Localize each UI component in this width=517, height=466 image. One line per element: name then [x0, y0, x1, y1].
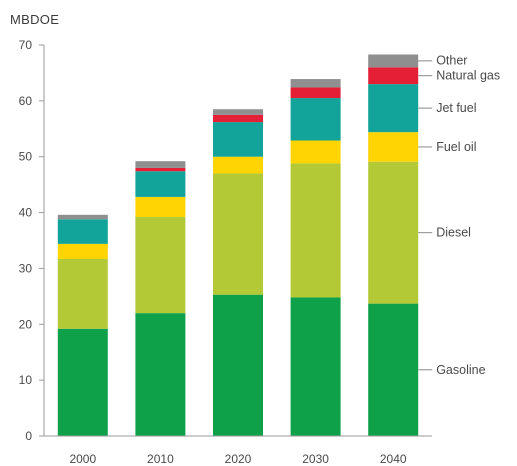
bar-segment-other	[135, 161, 186, 168]
x-tick-label: 2020	[225, 452, 252, 466]
legend-label: Natural gas	[436, 69, 500, 83]
x-tick-label: 2000	[69, 452, 96, 466]
bar-segment-jet-fuel	[368, 84, 419, 133]
bar-segment-fuel-oil	[290, 140, 341, 164]
bar-stack	[213, 109, 263, 436]
y-tick-label: 10	[19, 373, 33, 387]
y-axis: 0 10 20 30 40 50 60 70	[19, 38, 45, 443]
bar-segment-gasoline	[368, 303, 419, 436]
legend-item-fuel-oil: Fuel oil	[418, 140, 476, 154]
x-tick-label: 2040	[380, 452, 407, 466]
legend-item-gasoline: Gasoline	[418, 363, 486, 377]
y-tick-label: 70	[19, 38, 33, 52]
x-axis: 2000 2010 2020 2030 2040	[44, 435, 432, 466]
bar-stack	[290, 79, 341, 436]
bar-segment-fuel-oil	[213, 156, 263, 174]
bar-segment-fuel-oil	[135, 196, 186, 218]
y-axis-title: MBDOE	[10, 12, 59, 27]
bar-segment-fuel-oil	[57, 243, 108, 259]
bar-segment-gasoline	[290, 297, 341, 436]
legend: Gasoline Diesel Fuel oil Jet fuel Natural ga…	[418, 54, 500, 377]
legend-label: Diesel	[436, 226, 471, 240]
bars-group	[57, 54, 419, 436]
bar-stack	[57, 214, 108, 436]
bar-segment-gasoline	[213, 294, 263, 436]
y-tick-label: 40	[19, 206, 33, 220]
legend-label: Gasoline	[436, 363, 485, 377]
legend-label: Other	[436, 54, 467, 68]
y-tick-label: 30	[19, 261, 33, 275]
x-tick-label: 2010	[147, 452, 174, 466]
bar-segment-other	[213, 109, 263, 115]
bar-segment-diesel	[57, 258, 108, 329]
legend-label: Fuel oil	[436, 140, 476, 154]
legend-item-other: Other	[418, 54, 467, 68]
bar-segment-other	[368, 54, 419, 68]
bar-segment-other	[290, 79, 341, 88]
bar-segment-jet-fuel	[57, 219, 108, 244]
bar-segment-natural-gas	[135, 167, 186, 172]
y-tick-label: 50	[19, 150, 33, 164]
bar-segment-diesel	[368, 161, 419, 304]
bar-segment-diesel	[213, 173, 263, 295]
bar-segment-jet-fuel	[290, 98, 341, 141]
legend-item-jet-fuel: Jet fuel	[418, 101, 477, 115]
y-tick-label: 20	[19, 317, 33, 331]
bar-segment-jet-fuel	[213, 122, 263, 157]
bar-segment-diesel	[290, 163, 341, 298]
legend-item-natural-gas: Natural gas	[418, 69, 500, 83]
bar-segment-gasoline	[57, 328, 108, 436]
bar-segment-natural-gas	[213, 114, 263, 123]
bar-segment-diesel	[135, 217, 186, 314]
bar-segment-natural-gas	[290, 87, 341, 99]
bar-segment-natural-gas	[368, 67, 419, 85]
bar-segment-gasoline	[135, 313, 186, 436]
bar-segment-fuel-oil	[368, 132, 419, 162]
bar-stack	[368, 54, 419, 436]
bar-segment-jet-fuel	[135, 171, 186, 197]
legend-item-diesel: Diesel	[418, 226, 471, 240]
x-tick-label: 2030	[302, 452, 329, 466]
y-tick-label: 60	[19, 94, 33, 108]
y-tick-label: 0	[25, 429, 32, 443]
bar-segment-other	[57, 214, 108, 220]
bar-stack	[135, 161, 186, 436]
legend-label: Jet fuel	[436, 101, 476, 115]
